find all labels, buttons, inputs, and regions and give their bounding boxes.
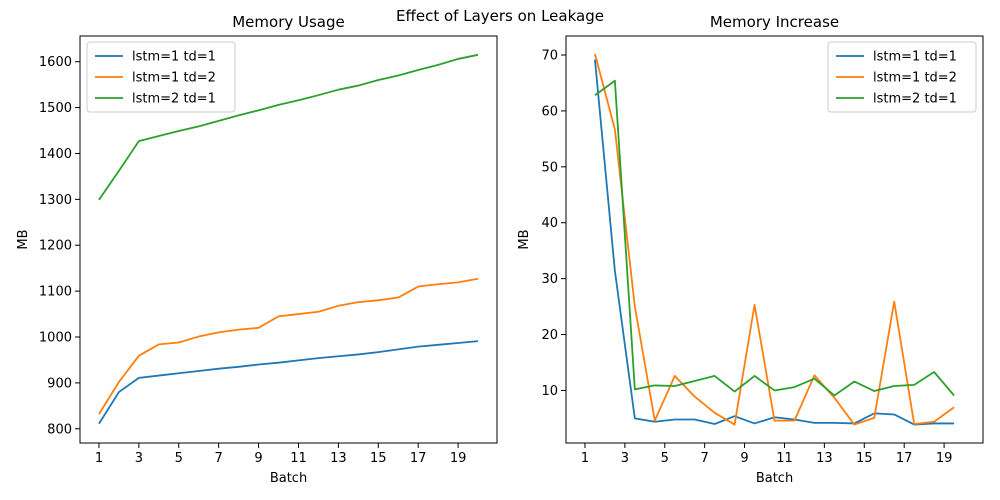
y-tick-label: 20: [541, 328, 558, 343]
x-tick-label: 1: [581, 451, 589, 466]
x-tick-label: 11: [776, 451, 793, 466]
x-tick-label: 3: [135, 451, 143, 466]
x-tick-label: 9: [254, 451, 262, 466]
y-tick-label: 10: [541, 384, 558, 399]
series-line-3: [594, 79, 955, 397]
series-line-1: [594, 59, 955, 426]
series-line-1: [98, 340, 479, 425]
y-tick-label: 1200: [39, 239, 72, 254]
legend-box: [86, 41, 236, 113]
legend-box: [827, 41, 977, 113]
x-tick-label: 13: [816, 451, 833, 466]
series-line-2: [98, 277, 479, 415]
legend: lstm=1 td=1 lstm=1 td=2 lstm=2 td=1: [827, 41, 977, 113]
figure-title: Effect of Layers on Leakage: [396, 7, 604, 25]
x-tick-label: 17: [410, 451, 427, 466]
chart-title: Memory Usage: [232, 13, 345, 31]
y-tick-label: 1500: [39, 101, 72, 116]
x-axis-label: Batch: [756, 471, 793, 486]
y-tick-label: 70: [541, 49, 558, 64]
x-axis-label: Batch: [270, 471, 307, 486]
legend-label: lstm=1 td=1: [132, 50, 216, 65]
plot-frame: [79, 35, 498, 444]
legend-label: lstm=2 td=1: [132, 92, 216, 107]
legend: lstm=1 td=1 lstm=1 td=2 lstm=2 td=1: [86, 41, 236, 113]
x-tick-label: 7: [215, 451, 223, 466]
y-tick-label: 1400: [39, 147, 72, 162]
chart-title: Memory Increase: [710, 13, 839, 31]
legend-label: lstm=2 td=1: [873, 92, 957, 107]
y-tick-label: 40: [541, 216, 558, 231]
series-line-3: [98, 53, 479, 201]
legend-label: lstm=1 td=2: [873, 71, 957, 86]
y-tick-label: 800: [47, 422, 72, 437]
x-tick-label: 11: [290, 451, 307, 466]
legend-label: lstm=1 td=1: [873, 50, 957, 65]
x-tick-label: 15: [370, 451, 387, 466]
x-tick-label: 15: [856, 451, 873, 466]
x-tick-label: 7: [701, 451, 709, 466]
x-tick-label: 5: [175, 451, 183, 466]
legend-label: lstm=1 td=2: [132, 71, 216, 86]
y-axis-label: MB: [517, 229, 532, 249]
x-tick-label: 1: [95, 451, 103, 466]
y-tick-label: 1100: [39, 285, 72, 300]
y-axis-label: MB: [16, 229, 31, 249]
y-tick-label: 50: [541, 160, 558, 175]
y-tick-label: 1000: [39, 331, 72, 346]
x-tick-label: 19: [936, 451, 953, 466]
series-line-2: [594, 53, 955, 426]
y-tick-label: 30: [541, 272, 558, 287]
y-tick-label: 60: [541, 104, 558, 119]
y-tick-label: 900: [47, 376, 72, 391]
plot-frame: [565, 35, 984, 444]
x-tick-label: 19: [450, 451, 467, 466]
x-tick-label: 5: [661, 451, 669, 466]
x-tick-label: 9: [740, 451, 748, 466]
y-tick-label: 1300: [39, 193, 72, 208]
y-tick-label: 1600: [39, 55, 72, 70]
x-tick-label: 17: [896, 451, 913, 466]
x-tick-label: 13: [330, 451, 347, 466]
x-tick-label: 3: [621, 451, 629, 466]
